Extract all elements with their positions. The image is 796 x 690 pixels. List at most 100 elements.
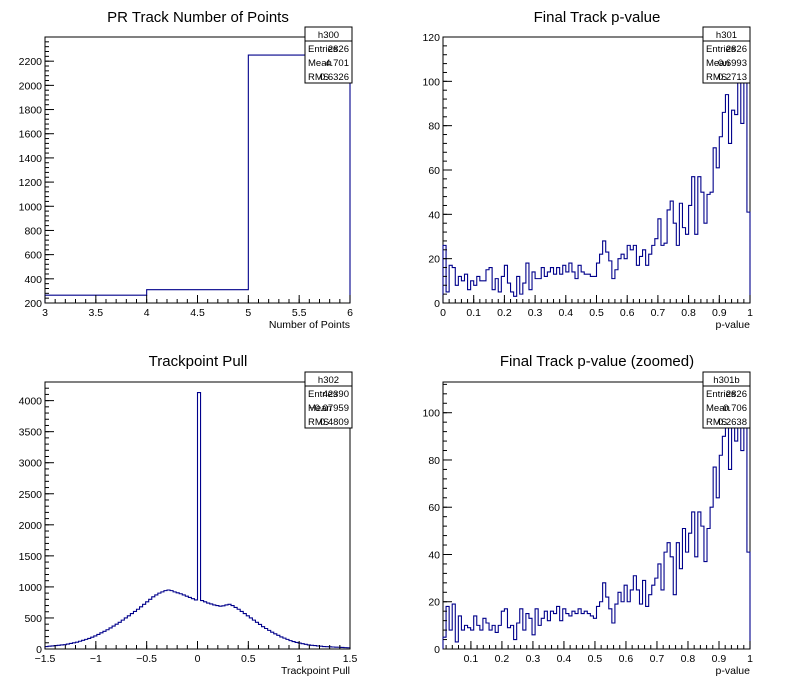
- x-axis-label: p-value: [716, 319, 751, 331]
- plot-frame: [442, 381, 751, 650]
- stats-name: h302: [318, 375, 339, 386]
- stats-value: 42390: [323, 389, 349, 400]
- y-tick-label: 100: [422, 76, 440, 88]
- x-tick-label: 0.5: [588, 653, 603, 665]
- x-tick-label: 0.5: [589, 307, 604, 319]
- x-tick-label: −1: [90, 653, 102, 665]
- y-tick-label: 0: [36, 644, 42, 656]
- histogram-series: [44, 54, 351, 303]
- stats-label: RMS: [308, 417, 329, 428]
- stats-value: 2826: [726, 389, 747, 400]
- x-tick-label: 0.9: [712, 653, 727, 665]
- y-tick-label: 1000: [19, 582, 43, 594]
- x-tick-label: 0.5: [241, 653, 256, 665]
- x-tick-label: 0: [440, 307, 446, 319]
- x-axis-label: Trackpoint Pull: [281, 665, 350, 677]
- y-tick-label: 60: [428, 165, 440, 177]
- y-tick-label: 2500: [19, 489, 43, 501]
- stats-label: RMS: [706, 417, 727, 428]
- stats-value: 0.2713: [718, 72, 747, 83]
- y-tick-label: 4000: [19, 396, 43, 408]
- plot-frame: [44, 36, 351, 304]
- y-tick-label: 1400: [19, 153, 43, 165]
- y-tick-label: 1200: [19, 177, 43, 189]
- x-tick-label: 0.7: [650, 653, 665, 665]
- y-tick-label: 80: [428, 455, 440, 467]
- x-tick-label: 0.1: [464, 653, 479, 665]
- stats-label: Mean: [706, 403, 730, 414]
- stats-value: 0.2638: [718, 417, 747, 428]
- x-tick-label: 3.5: [89, 307, 104, 319]
- y-tick-label: 3500: [19, 427, 43, 439]
- y-tick-label: 3000: [19, 458, 43, 470]
- x-tick-label: −1.5: [35, 653, 56, 665]
- x-tick-label: 0.2: [495, 653, 510, 665]
- stats-value: −0.07959: [309, 403, 349, 414]
- x-tick-label: 5.5: [292, 307, 307, 319]
- stats-label: RMS: [706, 72, 727, 83]
- stats-label: Mean: [308, 403, 332, 414]
- x-tick-label: 0.6: [620, 307, 635, 319]
- stats-value: 2826: [726, 44, 747, 55]
- histogram-series: [442, 381, 751, 649]
- stats-label: Entries: [308, 389, 338, 400]
- panel-pr-track-number-of-points: PR Track Number of Points 3 3.5 4 4.5 5 5.5 6 20…: [19, 9, 353, 331]
- x-tick-label: 1: [296, 653, 302, 665]
- y-tick-label: 20: [428, 597, 440, 609]
- y-tick-label: 600: [24, 250, 42, 262]
- y-tick-label: 0: [434, 298, 440, 310]
- y-tick-label: 200: [24, 298, 42, 310]
- stats-label: Entries: [308, 44, 338, 55]
- stats-value: 4.701: [325, 58, 349, 69]
- x-tick-label: 0.6: [619, 653, 634, 665]
- x-tick-label: 1.5: [343, 653, 358, 665]
- stats-value: 0.6993: [718, 58, 747, 69]
- stats-name: h300: [318, 30, 339, 41]
- x-tick-label: 5: [245, 307, 251, 319]
- x-tick-label: 1: [747, 307, 753, 319]
- x-tick-label: 6: [347, 307, 353, 319]
- stats-label: Mean: [706, 58, 730, 69]
- chart-title: Final Track p-value: [534, 9, 661, 26]
- x-tick-label: −0.5: [136, 653, 157, 665]
- y-tick-label: 800: [24, 225, 42, 237]
- stats-name: h301: [716, 30, 737, 41]
- histogram-series: [442, 47, 751, 303]
- x-tick-label: 0.9: [712, 307, 727, 319]
- histogram-series: [44, 392, 351, 649]
- stats-box: [304, 26, 353, 84]
- stats-label: Entries: [706, 389, 736, 400]
- x-tick-label: 0.3: [526, 653, 541, 665]
- stats-value: 0.706: [723, 403, 747, 414]
- x-tick-label: 4.5: [190, 307, 205, 319]
- y-tick-label: 2000: [19, 520, 43, 532]
- y-tick-label: 40: [428, 209, 440, 221]
- x-axis-label: p-value: [716, 665, 751, 677]
- x-tick-label: 0: [195, 653, 201, 665]
- y-tick-label: 1600: [19, 129, 43, 141]
- y-tick-label: 1000: [19, 201, 43, 213]
- y-tick-label: 1800: [19, 105, 43, 117]
- y-tick-label: 120: [422, 32, 440, 44]
- y-tick-label: 60: [428, 502, 440, 514]
- x-axis-label: Number of Points: [269, 319, 350, 331]
- panel-final-track-p-value: Final Track p-value 0 0.1 0.2 0.3 0.4 0.5 0.6 0.…: [422, 9, 753, 331]
- y-tick-label: 0: [434, 644, 440, 656]
- x-tick-label: 0.4: [558, 307, 573, 319]
- panel-final-track-p-value-zoomed: Final Track p-value (zoomed) 0.1 0.2 0.3 0.4…: [422, 353, 753, 677]
- y-tick-label: 100: [422, 408, 440, 420]
- stats-label: Entries: [706, 44, 736, 55]
- stats-name: h301b: [713, 375, 739, 386]
- stats-value: 2826: [328, 44, 349, 55]
- y-tick-label: 400: [24, 274, 42, 286]
- x-tick-label: 0.7: [651, 307, 666, 319]
- x-tick-label: 0.3: [528, 307, 543, 319]
- stats-label: RMS: [308, 72, 329, 83]
- x-tick-label: 0.4: [557, 653, 572, 665]
- stats-label: Mean: [308, 58, 332, 69]
- chart-title: PR Track Number of Points: [107, 9, 289, 26]
- stats-box: [304, 371, 353, 429]
- y-tick-label: 500: [24, 613, 42, 625]
- y-tick-label: 2200: [19, 56, 43, 68]
